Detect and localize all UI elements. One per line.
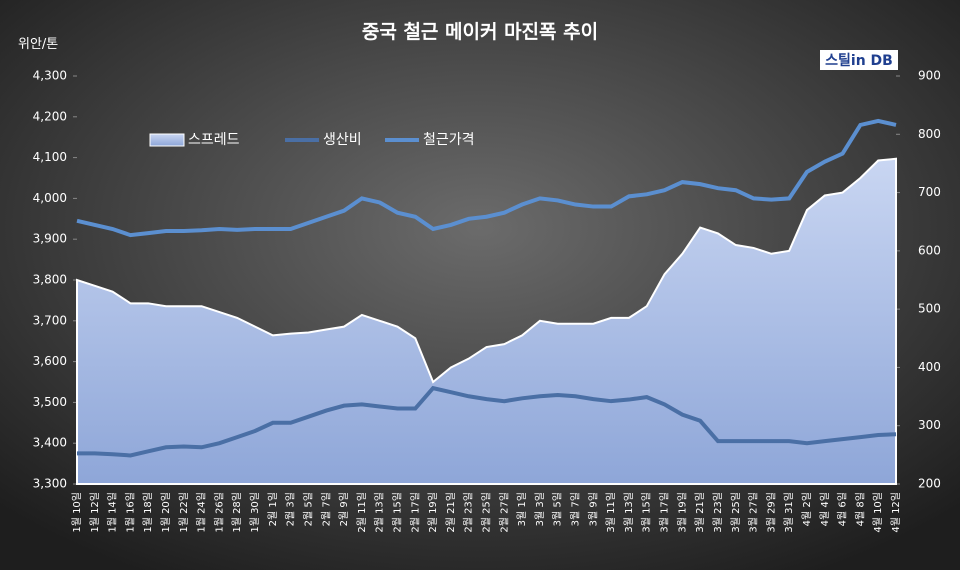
x-tick-label: 2월 25일: [481, 492, 493, 533]
x-tick-label: 4월 4일: [819, 492, 831, 526]
x-tick-label: 3월 3일: [534, 492, 546, 526]
y-tick-label: 4,300: [33, 69, 67, 83]
logo-box: [820, 50, 898, 70]
x-tick-label: 2월 5일: [302, 492, 314, 526]
x-tick-label: 2월 15일: [391, 492, 403, 533]
y-tick-label: 4,000: [33, 191, 67, 205]
y-tick-label: 3,700: [33, 313, 67, 327]
x-tick-label: 1월 24일: [196, 492, 208, 533]
series-line: [76, 118, 897, 238]
y-tick-label: 3,800: [33, 273, 67, 287]
y-tick-label: 4,200: [33, 109, 67, 123]
x-tick-label: 3월 7일: [570, 492, 582, 526]
y2-tick-label: 600: [918, 243, 941, 257]
x-tick-label: 2월 23일: [463, 492, 475, 533]
x-tick-label: 3월 9일: [587, 492, 599, 526]
x-tick-label: 4월 8일: [854, 492, 866, 526]
y2-tick-label: 200: [918, 477, 941, 491]
x-tick-label: 1월 28일: [231, 492, 243, 533]
y2-tick-label: 500: [918, 302, 941, 316]
y-tick-label: 4,100: [33, 150, 67, 164]
x-tick-label: 4월 6일: [837, 492, 849, 526]
x-tick-label: 2월 19일: [427, 492, 439, 533]
y-tick-label: 3,300: [33, 477, 67, 491]
x-tick-label: 2월 17일: [409, 492, 421, 533]
x-tick-label: 3월 19일: [676, 492, 688, 533]
x-tick-label: 3월 1일: [516, 492, 528, 526]
x-tick-label: 1월 30일: [249, 492, 261, 533]
x-tick-label: 3월 17일: [659, 492, 671, 533]
x-tick-label: 3월 31일: [783, 492, 795, 533]
x-tick-label: 3월 11일: [605, 492, 617, 533]
x-tick-label: 4월 12일: [890, 492, 902, 533]
legend-label: 철근가격: [423, 132, 475, 148]
x-tick-label: 1월 22일: [178, 492, 190, 533]
x-tick-label: 1월 18일: [142, 492, 154, 533]
x-tick-label: 2월 27일: [498, 492, 510, 533]
y2-tick-label: 800: [918, 127, 941, 141]
x-tick-label: 3월 21일: [694, 492, 706, 533]
x-tick-label: 1월 20일: [160, 492, 172, 533]
x-tick-label: 3월 27일: [748, 492, 760, 533]
x-tick-label: 1월 26일: [213, 492, 225, 533]
x-tick-label: 3월 15일: [641, 492, 653, 533]
x-tick-label: 3월 29일: [765, 492, 777, 533]
x-tick-label: 3월 23일: [712, 492, 724, 533]
legend-label: 스프레드: [188, 132, 240, 148]
y-axis-label: 위안/톤: [18, 37, 58, 52]
x-tick-label: 2월 1일: [267, 492, 279, 526]
x-tick-label: 2월 21일: [445, 492, 457, 533]
legend-swatch: [149, 133, 185, 147]
series-line: [77, 385, 897, 458]
x-tick-label: 3월 25일: [730, 492, 742, 533]
x-tick-label: 2월 13일: [374, 492, 386, 533]
x-tick-label: 1월 16일: [124, 492, 136, 533]
x-tick-label: 1월 14일: [107, 492, 119, 533]
x-tick-label: 4월 2일: [801, 492, 813, 526]
y2-tick-label: 300: [918, 418, 941, 432]
x-tick-label: 1월 10일: [71, 492, 83, 533]
x-tick-label: 4월 10일: [872, 492, 884, 533]
y-tick-label: 3,400: [33, 436, 67, 450]
y2-tick-label: 400: [918, 360, 941, 374]
logo: 스틸in DB: [825, 53, 893, 69]
spread-area: [76, 157, 897, 485]
x-tick-label: 2월 11일: [356, 492, 368, 533]
x-tick-label: 2월 3일: [285, 492, 297, 526]
x-tick-label: 2월 7일: [320, 492, 332, 526]
y2-tick-label: 700: [918, 185, 941, 199]
y-tick-label: 3,600: [33, 354, 67, 368]
y-tick-label: 3,500: [33, 395, 67, 409]
legend-label: 생산비: [323, 132, 362, 148]
x-tick-label: 1월 12일: [89, 492, 101, 533]
x-tick-label: 3월 5일: [552, 492, 564, 526]
y-tick-label: 3,900: [33, 232, 67, 246]
x-tick-label: 3월 13일: [623, 492, 635, 533]
x-tick-label: 2월 9일: [338, 492, 350, 526]
chart-title: 중국 철근 메이커 마진폭 추이: [362, 21, 598, 43]
plot: 3,300 3,400 3,500 3,600 3,700 3,800 3,900 4,000…: [33, 69, 941, 533]
y2-tick-label: 900: [918, 69, 941, 83]
